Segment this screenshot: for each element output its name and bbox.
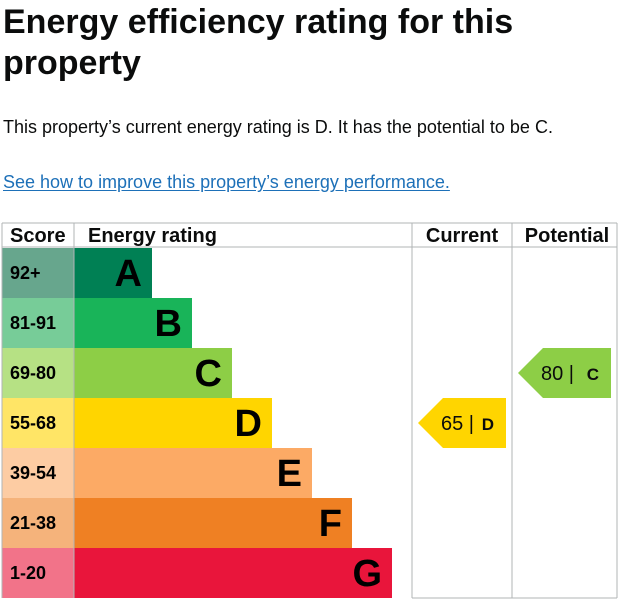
- score-cell-f: [2, 498, 74, 548]
- potential-rating-indicator: 80 | C: [518, 348, 611, 398]
- potential-band-letter: C: [587, 365, 599, 384]
- band-bar-c: [74, 348, 232, 398]
- band-row-b: 81-91 B: [2, 298, 192, 348]
- band-bar-e: [74, 448, 312, 498]
- header-potential: Potential: [525, 225, 609, 247]
- band-letter-c: C: [195, 353, 222, 395]
- score-cell-c: [2, 348, 74, 398]
- band-row-e: 39-54 E: [2, 448, 312, 498]
- band-letter-a: A: [115, 253, 142, 295]
- band-bar-g: [74, 548, 392, 598]
- energy-rating-chart: 92+ A81-91 B69-80 C55-68 D39-54 E21-38 F1-20 G …: [1, 222, 618, 599]
- band-letter-b: B: [155, 303, 182, 345]
- band-bar-d: [74, 398, 272, 448]
- current-band-letter: D: [482, 415, 494, 434]
- band-row-f: 21-38 F: [2, 498, 352, 548]
- current-rating-indicator: 65 | D: [418, 398, 506, 448]
- header-current: Current: [426, 225, 499, 247]
- score-range-b: 81-91: [10, 313, 56, 333]
- chart-grid: [1, 222, 618, 599]
- score-range-a: 92+: [10, 263, 41, 283]
- score-range-f: 21-38: [10, 513, 56, 533]
- rating-summary: This property’s current energy rating is…: [3, 117, 553, 137]
- score-range-e: 39-54: [10, 463, 56, 483]
- band-bar-a: [74, 248, 152, 298]
- chart-headers: Score Energy rating Current Potential: [10, 225, 609, 247]
- band-bar-b: [74, 298, 192, 348]
- band-letter-e: E: [277, 453, 302, 495]
- current-score-value: 65 |: [441, 413, 474, 435]
- rating-bands: 92+ A 81-91 B 69-80 C 55-68 D 39-54 E 21-38 F 1-20 G: [2, 248, 392, 598]
- score-cell-e: [2, 448, 74, 498]
- current-indicator-arrow: [418, 398, 506, 448]
- page-title: Energy efficiency rating for this proper…: [3, 3, 514, 82]
- band-row-c: 69-80 C: [2, 348, 232, 398]
- score-range-g: 1-20: [10, 563, 46, 583]
- band-row-a: 92+ A: [2, 248, 152, 298]
- header-score: Score: [10, 225, 66, 247]
- band-letter-d: D: [235, 403, 262, 445]
- rating-indicators: 65 | D 80 | C: [418, 348, 611, 448]
- score-cell-b: [2, 298, 74, 348]
- band-row-g: 1-20 G: [2, 548, 392, 598]
- score-range-c: 69-80: [10, 363, 56, 383]
- band-letter-g: G: [352, 553, 382, 595]
- band-bar-f: [74, 498, 352, 548]
- band-row-d: 55-68 D: [2, 398, 272, 448]
- potential-indicator-arrow: [518, 348, 611, 398]
- score-cell-d: [2, 398, 74, 448]
- score-range-d: 55-68: [10, 413, 56, 433]
- header-energy-rating: Energy rating: [88, 225, 217, 247]
- potential-score-value: 80 |: [541, 363, 574, 385]
- band-letter-f: F: [319, 503, 342, 545]
- score-cell-g: [2, 548, 74, 598]
- improve-performance-link[interactable]: See how to improve this property’s energ…: [3, 172, 450, 192]
- score-cell-a: [2, 248, 74, 298]
